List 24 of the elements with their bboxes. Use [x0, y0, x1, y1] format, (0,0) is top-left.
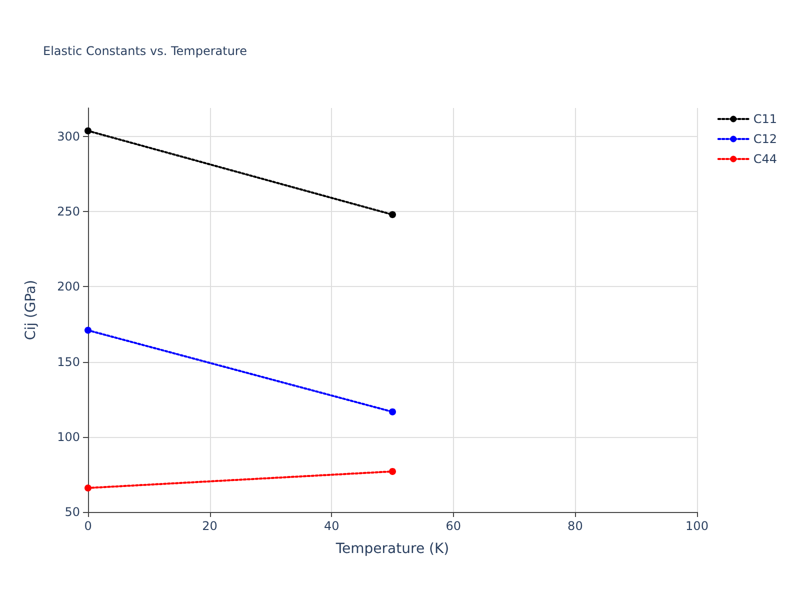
- point: [84, 484, 92, 492]
- x-tick-label: 80: [568, 519, 583, 533]
- y-tick-label: 200: [57, 280, 80, 294]
- y-tick-label: 50: [64, 505, 80, 519]
- x-tick-label: 20: [202, 519, 218, 533]
- legend-label: C44: [753, 152, 778, 166]
- y-tick-label: 100: [57, 430, 80, 444]
- point: [84, 326, 92, 334]
- legend-label: C11: [753, 112, 778, 126]
- y-tick-label: 300: [57, 130, 80, 144]
- point: [389, 408, 396, 416]
- chart-title: Elastic Constants vs. Temperature: [43, 44, 247, 58]
- y-tick-label: 250: [57, 204, 80, 219]
- point: [389, 468, 396, 475]
- y-axis-title: Cij (GPa): [23, 280, 39, 340]
- x-tick-label: 0: [84, 519, 92, 533]
- x-tick-label: 60: [446, 519, 462, 533]
- x-tick-label: 100: [686, 519, 708, 533]
- x-tick-label: 40: [324, 519, 340, 533]
- x-axis-title: Temperature (K): [334, 541, 450, 557]
- point: [84, 127, 92, 134]
- legend-label: C12: [753, 132, 778, 146]
- point: [389, 211, 396, 218]
- y-tick-label: 150: [57, 354, 80, 369]
